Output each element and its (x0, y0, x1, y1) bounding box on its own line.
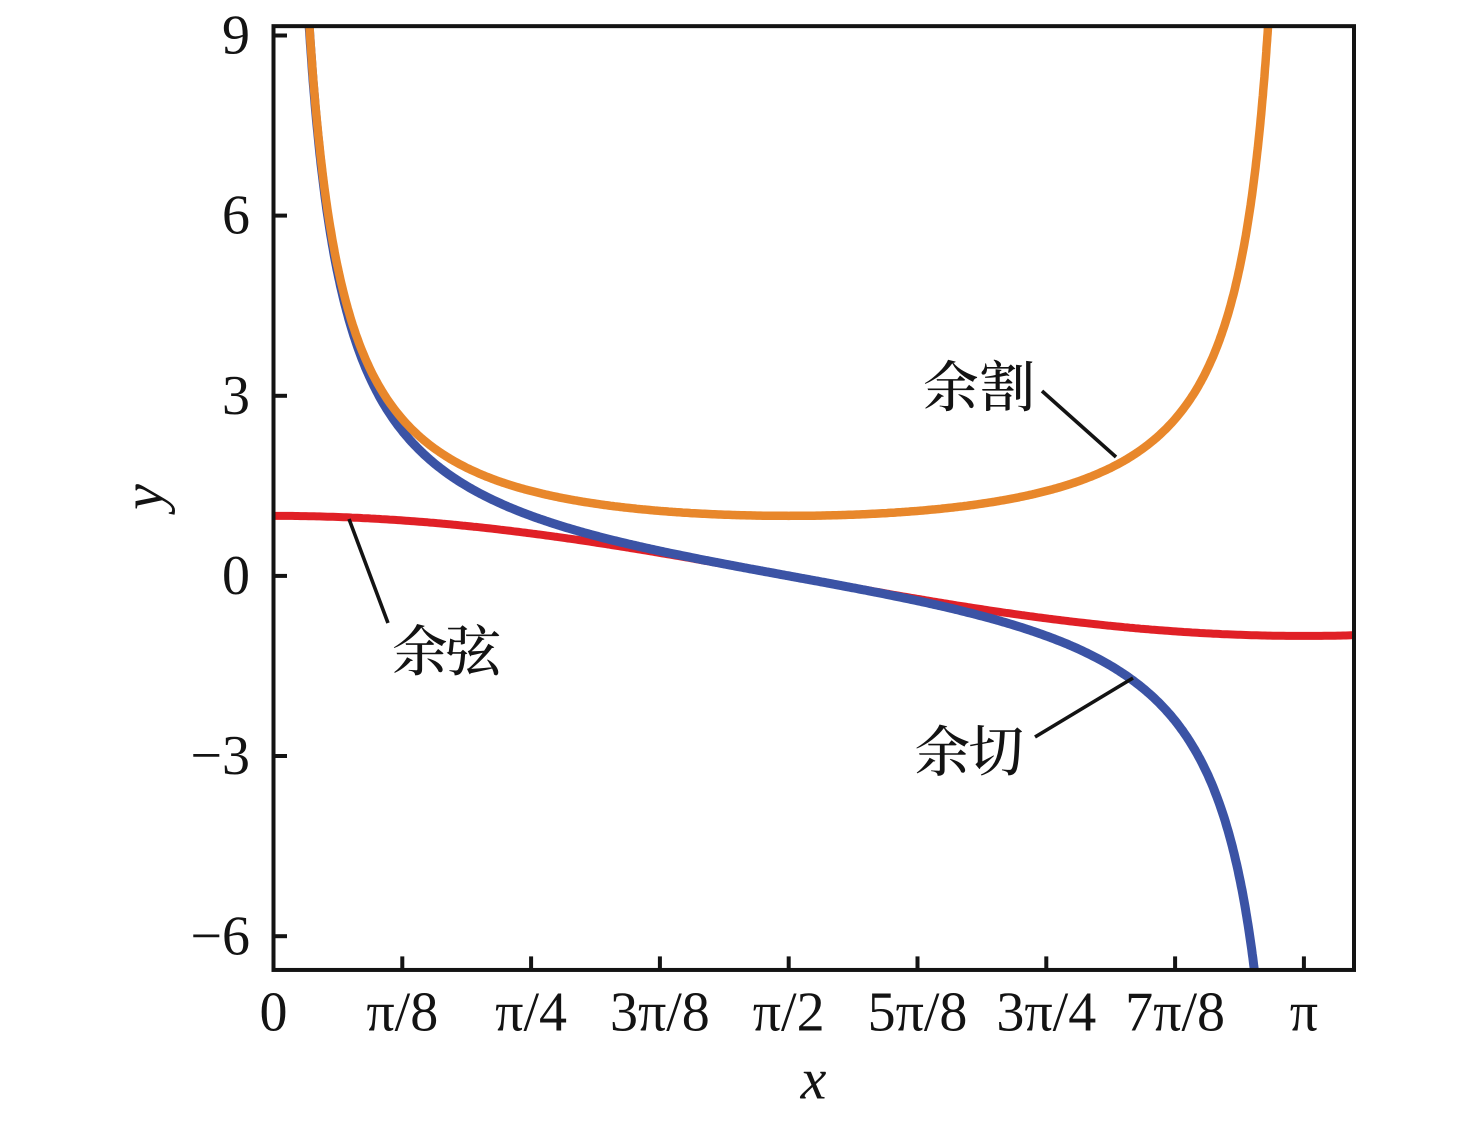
svg-text:y: y (111, 484, 176, 515)
svg-text:π: π (1290, 982, 1318, 1044)
svg-text:−3: −3 (190, 725, 250, 787)
svg-text:3π/4: 3π/4 (996, 982, 1096, 1044)
svg-text:7π/8: 7π/8 (1125, 982, 1225, 1044)
svg-text:π/2: π/2 (753, 982, 825, 1044)
svg-text:π/8: π/8 (366, 982, 438, 1044)
svg-text:5π/8: 5π/8 (868, 982, 968, 1044)
svg-text:π/4: π/4 (495, 982, 567, 1044)
svg-text:0: 0 (260, 982, 288, 1044)
svg-text:3π/8: 3π/8 (610, 982, 710, 1044)
svg-text:0: 0 (222, 545, 250, 607)
svg-text:6: 6 (222, 185, 250, 247)
svg-text:3: 3 (222, 365, 250, 427)
svg-text:−6: −6 (190, 905, 250, 967)
svg-text:9: 9 (222, 5, 250, 67)
svg-text:x: x (800, 1046, 827, 1111)
